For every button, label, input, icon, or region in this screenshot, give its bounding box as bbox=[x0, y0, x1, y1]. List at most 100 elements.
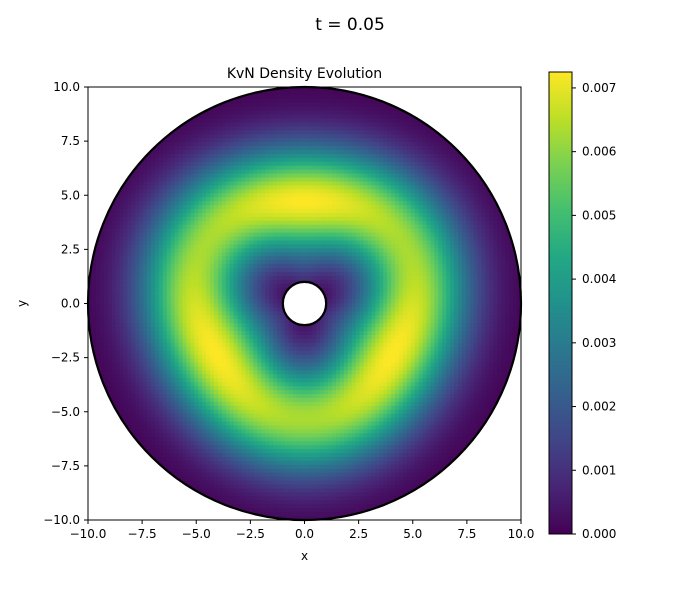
heatmap-cell bbox=[233, 279, 239, 285]
heatmap-cell bbox=[170, 236, 176, 242]
heatmap-cell bbox=[375, 240, 380, 246]
heatmap-cell bbox=[178, 224, 184, 230]
heatmap-cell bbox=[347, 98, 353, 104]
heatmap-cell bbox=[206, 118, 211, 124]
heatmap-cell bbox=[458, 169, 463, 175]
heatmap-cell bbox=[410, 193, 416, 198]
heatmap-cell bbox=[497, 232, 502, 238]
heatmap-cell bbox=[312, 248, 317, 253]
heatmap-cell bbox=[434, 295, 439, 301]
heatmap-cell bbox=[217, 252, 223, 257]
heatmap-cell bbox=[304, 94, 310, 100]
heatmap-cell bbox=[375, 106, 380, 112]
heatmap-cell bbox=[402, 149, 408, 155]
heatmap-cell bbox=[257, 279, 262, 285]
heatmap-cell bbox=[115, 181, 121, 187]
heatmap-cell bbox=[166, 146, 172, 151]
heatmap-cell bbox=[312, 272, 317, 277]
heatmap-cell bbox=[446, 256, 451, 261]
heatmap-cell bbox=[489, 209, 495, 214]
heatmap-cell bbox=[143, 209, 148, 214]
heatmap-cell bbox=[241, 209, 247, 214]
heatmap-cell bbox=[438, 244, 443, 249]
heatmap-cell bbox=[241, 295, 247, 301]
heatmap-cell bbox=[190, 256, 195, 261]
heatmap-cell bbox=[190, 173, 195, 179]
heatmap-cell bbox=[367, 173, 373, 179]
heatmap-cell bbox=[351, 87, 357, 92]
heatmap-cell bbox=[438, 153, 443, 159]
heatmap-cell bbox=[111, 248, 117, 253]
heatmap-cell bbox=[202, 102, 207, 108]
heatmap-cell bbox=[383, 134, 388, 139]
heatmap-cell bbox=[446, 197, 451, 202]
heatmap-cell bbox=[241, 177, 247, 183]
heatmap-cell bbox=[139, 185, 144, 190]
heatmap-cell bbox=[402, 193, 408, 198]
heatmap-cell bbox=[269, 264, 274, 269]
heatmap-cell bbox=[150, 268, 156, 273]
heatmap-cell bbox=[434, 181, 439, 187]
heatmap-cell bbox=[284, 169, 290, 175]
heatmap-cell bbox=[288, 106, 294, 112]
heatmap-cell bbox=[422, 275, 428, 281]
heatmap-cell bbox=[300, 244, 306, 249]
heatmap-cell bbox=[359, 153, 365, 159]
heatmap-cell bbox=[166, 142, 172, 147]
heatmap-cell bbox=[131, 173, 136, 179]
heatmap-cell bbox=[288, 181, 294, 187]
heatmap-cell bbox=[119, 197, 125, 202]
heatmap-cell bbox=[273, 228, 278, 234]
heatmap-cell bbox=[119, 209, 125, 214]
heatmap-cell bbox=[363, 228, 369, 234]
heatmap-cell bbox=[241, 161, 247, 167]
heatmap-cell bbox=[332, 126, 337, 131]
heatmap-cell bbox=[190, 185, 195, 190]
heatmap-cell bbox=[111, 224, 117, 230]
heatmap-cell bbox=[438, 295, 443, 301]
heatmap-cell bbox=[465, 165, 471, 171]
heatmap-cell bbox=[458, 220, 463, 226]
heatmap-cell bbox=[178, 275, 184, 281]
heatmap-cell bbox=[324, 122, 329, 127]
heatmap-cell bbox=[273, 110, 278, 116]
heatmap-cell bbox=[241, 149, 247, 155]
heatmap-cell bbox=[194, 146, 199, 151]
heatmap-cell bbox=[288, 157, 294, 163]
heatmap-cell bbox=[186, 157, 191, 163]
heatmap-cell bbox=[383, 212, 388, 218]
heatmap-cell bbox=[367, 110, 373, 116]
heatmap-cell bbox=[469, 205, 475, 210]
heatmap-cell bbox=[351, 299, 357, 305]
heatmap-cell bbox=[485, 228, 491, 234]
heatmap-cell bbox=[446, 232, 451, 238]
heatmap-cell bbox=[225, 264, 231, 269]
heatmap-cell bbox=[324, 177, 329, 183]
heatmap-cell bbox=[505, 275, 510, 281]
heatmap-cell bbox=[237, 272, 243, 277]
heatmap-cell bbox=[339, 228, 345, 234]
heatmap-cell bbox=[332, 260, 337, 265]
heatmap-cell bbox=[387, 275, 392, 281]
heatmap-cell bbox=[237, 102, 243, 108]
heatmap-cell bbox=[418, 275, 424, 281]
heatmap-cell bbox=[410, 275, 416, 281]
heatmap-cell bbox=[347, 134, 353, 139]
heatmap-cell bbox=[312, 224, 317, 230]
heatmap-cell bbox=[210, 220, 215, 226]
heatmap-cell bbox=[383, 232, 388, 238]
heatmap-cell bbox=[379, 295, 384, 301]
heatmap-cell bbox=[221, 295, 227, 301]
heatmap-cell bbox=[233, 181, 239, 187]
heatmap-cell bbox=[190, 142, 195, 147]
heatmap-cell bbox=[304, 130, 310, 135]
heatmap-cell bbox=[347, 279, 353, 285]
heatmap-cell bbox=[150, 220, 156, 226]
heatmap-cell bbox=[454, 138, 459, 143]
heatmap-cell bbox=[206, 228, 211, 234]
heatmap-cell bbox=[320, 126, 325, 131]
heatmap-cell bbox=[355, 142, 361, 147]
heatmap-cell bbox=[202, 169, 207, 175]
heatmap-cell bbox=[166, 244, 172, 249]
heatmap-cell bbox=[147, 228, 152, 234]
